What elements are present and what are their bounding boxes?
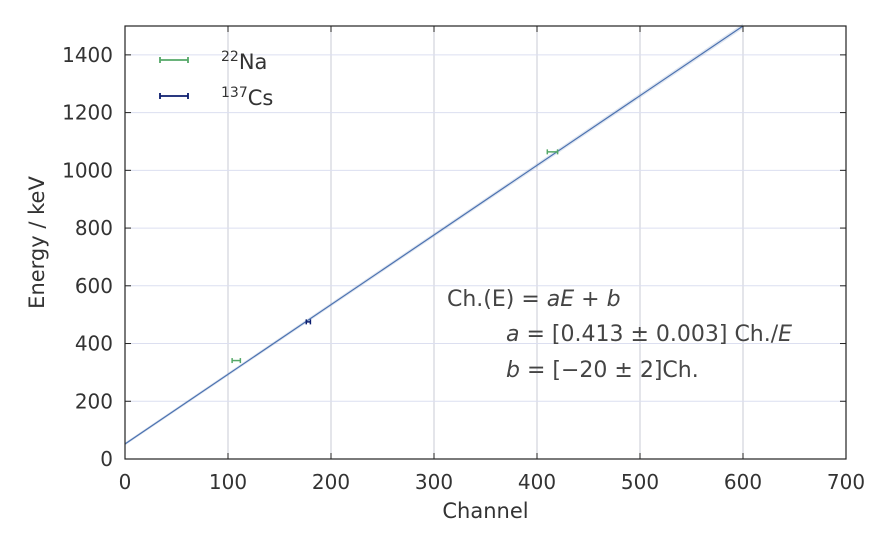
fit-annotation: Ch.(E) = aE + b a = [0.413 ± 0.003] Ch./… bbox=[447, 287, 792, 383]
y-tick-label: 400 bbox=[75, 332, 113, 356]
y-tick-label: 200 bbox=[75, 389, 113, 413]
legend-item-cs: 137Cs bbox=[159, 85, 273, 110]
data-point-na bbox=[546, 149, 559, 155]
legend: 22Na 137Cs bbox=[159, 49, 273, 110]
y-tick-label: 1200 bbox=[62, 101, 113, 125]
y-tick-label: 1000 bbox=[62, 158, 113, 182]
x-axis-label: Channel bbox=[442, 499, 528, 523]
annotation-line-2: a = [0.413 ± 0.003] Ch./E bbox=[506, 322, 792, 347]
x-tick-label: 700 bbox=[827, 470, 865, 494]
y-tick-label: 600 bbox=[75, 274, 113, 298]
x-tick-label: 400 bbox=[518, 470, 556, 494]
plot-frame bbox=[124, 25, 847, 460]
x-tick-label: 600 bbox=[724, 470, 762, 494]
data-point-na bbox=[231, 358, 242, 364]
y-tick-label: 1400 bbox=[62, 43, 113, 67]
legend-label: 137Cs bbox=[221, 85, 273, 110]
x-tick-label: 100 bbox=[209, 470, 247, 494]
y-tick-label: 800 bbox=[75, 216, 113, 240]
annotation-line-3: b = [−20 ± 2]Ch. bbox=[506, 358, 699, 383]
y-axis-label: Energy / keV bbox=[25, 176, 49, 309]
fit-layer bbox=[124, 23, 744, 446]
annotation-line-1: Ch.(E) = aE + b bbox=[447, 287, 621, 312]
grid bbox=[125, 26, 846, 459]
fit-line bbox=[124, 25, 744, 445]
points-layer bbox=[231, 149, 559, 364]
x-tick-label: 500 bbox=[621, 470, 659, 494]
x-tick-label: 300 bbox=[415, 470, 453, 494]
x-tick-label: 0 bbox=[119, 470, 132, 494]
legend-label: 22Na bbox=[221, 49, 267, 74]
tick-labels: 0 100 200 300 400 500 600 700 0 200 400 600 800 1000 1… bbox=[62, 43, 865, 494]
ticks bbox=[124, 26, 847, 460]
x-tick-label: 200 bbox=[312, 470, 350, 494]
y-tick-label: 0 bbox=[100, 447, 113, 471]
legend-item-na: 22Na bbox=[159, 49, 267, 74]
data-point-cs bbox=[305, 319, 312, 325]
